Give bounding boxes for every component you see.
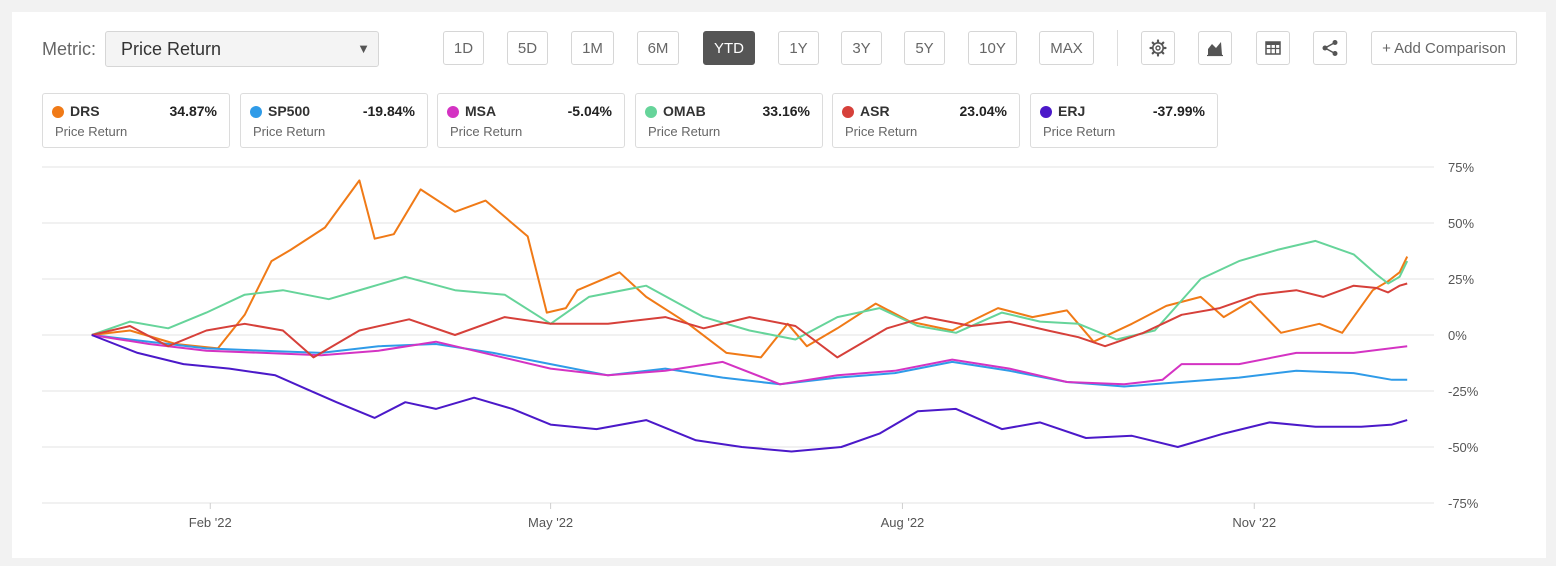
legend-card-asr[interactable]: ASR 23.04% Price Return bbox=[832, 93, 1020, 148]
legend-ticker: ASR bbox=[860, 103, 890, 119]
legend-value: 23.04% bbox=[959, 103, 1007, 119]
series-color-dot bbox=[250, 106, 262, 118]
series-color-dot bbox=[645, 106, 657, 118]
x-tick-label: Nov '22 bbox=[1232, 515, 1276, 530]
table-icon bbox=[1265, 41, 1281, 55]
gear-icon bbox=[1149, 39, 1167, 57]
series-line-omab bbox=[91, 239, 1409, 341]
legend-value: -5.04% bbox=[567, 103, 612, 119]
y-tick-label: -50% bbox=[1448, 440, 1479, 455]
legend-card-sp500[interactable]: SP500 -19.84% Price Return bbox=[240, 93, 428, 148]
legend-metric: Price Return bbox=[450, 124, 523, 139]
settings-button[interactable] bbox=[1141, 31, 1175, 65]
legend-metric: Price Return bbox=[1043, 124, 1116, 139]
series-line-msa bbox=[91, 334, 1408, 386]
x-tick-label: Aug '22 bbox=[881, 515, 925, 530]
y-tick-label: 25% bbox=[1448, 272, 1474, 287]
range-button-1y[interactable]: 1Y bbox=[778, 31, 819, 65]
range-button-max[interactable]: MAX bbox=[1039, 31, 1094, 65]
legend-card-drs[interactable]: DRS 34.87% Price Return bbox=[42, 93, 230, 148]
legend-card-msa[interactable]: MSA -5.04% Price Return bbox=[437, 93, 625, 148]
share-icon bbox=[1322, 40, 1338, 56]
metric-label: Metric: bbox=[42, 39, 96, 59]
range-button-ytd[interactable]: YTD bbox=[703, 31, 755, 65]
range-button-1d[interactable]: 1D bbox=[443, 31, 484, 65]
legend-metric: Price Return bbox=[55, 124, 128, 139]
series-line-asr bbox=[91, 282, 1408, 359]
range-button-3y[interactable]: 3Y bbox=[841, 31, 882, 65]
series-line-sp500 bbox=[91, 334, 1408, 388]
range-button-10y[interactable]: 10Y bbox=[968, 31, 1017, 65]
series-line-drs bbox=[91, 179, 1409, 359]
y-tick-label: 50% bbox=[1448, 216, 1474, 231]
metric-select-value: Price Return bbox=[121, 38, 222, 59]
x-tick-label: Feb '22 bbox=[189, 515, 232, 530]
chevron-down-icon: ▼ bbox=[357, 41, 370, 56]
legend-value: -19.84% bbox=[362, 103, 415, 119]
legend-ticker: MSA bbox=[465, 103, 497, 119]
range-button-6m[interactable]: 6M bbox=[637, 31, 679, 65]
chart-type-button[interactable] bbox=[1198, 31, 1232, 65]
line-chart: 75% 50% 25% 0% -25% -50% -75% Feb '22 May '22 Aug… bbox=[42, 160, 1479, 530]
legend-ticker: DRS bbox=[70, 103, 100, 119]
chart-panel: Metric: Price Return ▼ 1D 5D 1M 6M YTD 1… bbox=[12, 12, 1546, 558]
series-color-dot bbox=[52, 106, 64, 118]
series-color-dot bbox=[447, 106, 459, 118]
range-button-5d[interactable]: 5D bbox=[507, 31, 548, 65]
legend-metric: Price Return bbox=[845, 124, 918, 139]
y-tick-label: 0% bbox=[1448, 328, 1467, 343]
legend-ticker: ERJ bbox=[1058, 103, 1086, 119]
legend-metric: Price Return bbox=[253, 124, 326, 139]
legend-ticker: OMAB bbox=[663, 103, 706, 119]
table-view-button[interactable] bbox=[1256, 31, 1290, 65]
legend-ticker: SP500 bbox=[268, 103, 311, 119]
share-button[interactable] bbox=[1313, 31, 1347, 65]
legend-value: 33.16% bbox=[762, 103, 810, 119]
series-color-dot bbox=[842, 106, 854, 118]
metric-select[interactable]: Price Return ▼ bbox=[105, 31, 379, 67]
range-button-5y[interactable]: 5Y bbox=[904, 31, 945, 65]
toolbar-divider bbox=[1117, 30, 1118, 66]
legend-value: -37.99% bbox=[1152, 103, 1205, 119]
legend-card-erj[interactable]: ERJ -37.99% Price Return bbox=[1030, 93, 1218, 148]
series-color-dot bbox=[1040, 106, 1052, 118]
series-line-erj bbox=[91, 334, 1408, 453]
x-tick-label: May '22 bbox=[528, 515, 573, 530]
legend-card-omab[interactable]: OMAB 33.16% Price Return bbox=[635, 93, 823, 148]
legend-metric: Price Return bbox=[648, 124, 721, 139]
area-chart-icon bbox=[1207, 42, 1223, 57]
y-tick-label: -25% bbox=[1448, 384, 1479, 399]
y-tick-label: -75% bbox=[1448, 496, 1479, 511]
range-button-1m[interactable]: 1M bbox=[571, 31, 614, 65]
legend-value: 34.87% bbox=[169, 103, 217, 119]
add-comparison-button[interactable]: + Add Comparison bbox=[1371, 31, 1517, 65]
y-tick-label: 75% bbox=[1448, 160, 1474, 175]
